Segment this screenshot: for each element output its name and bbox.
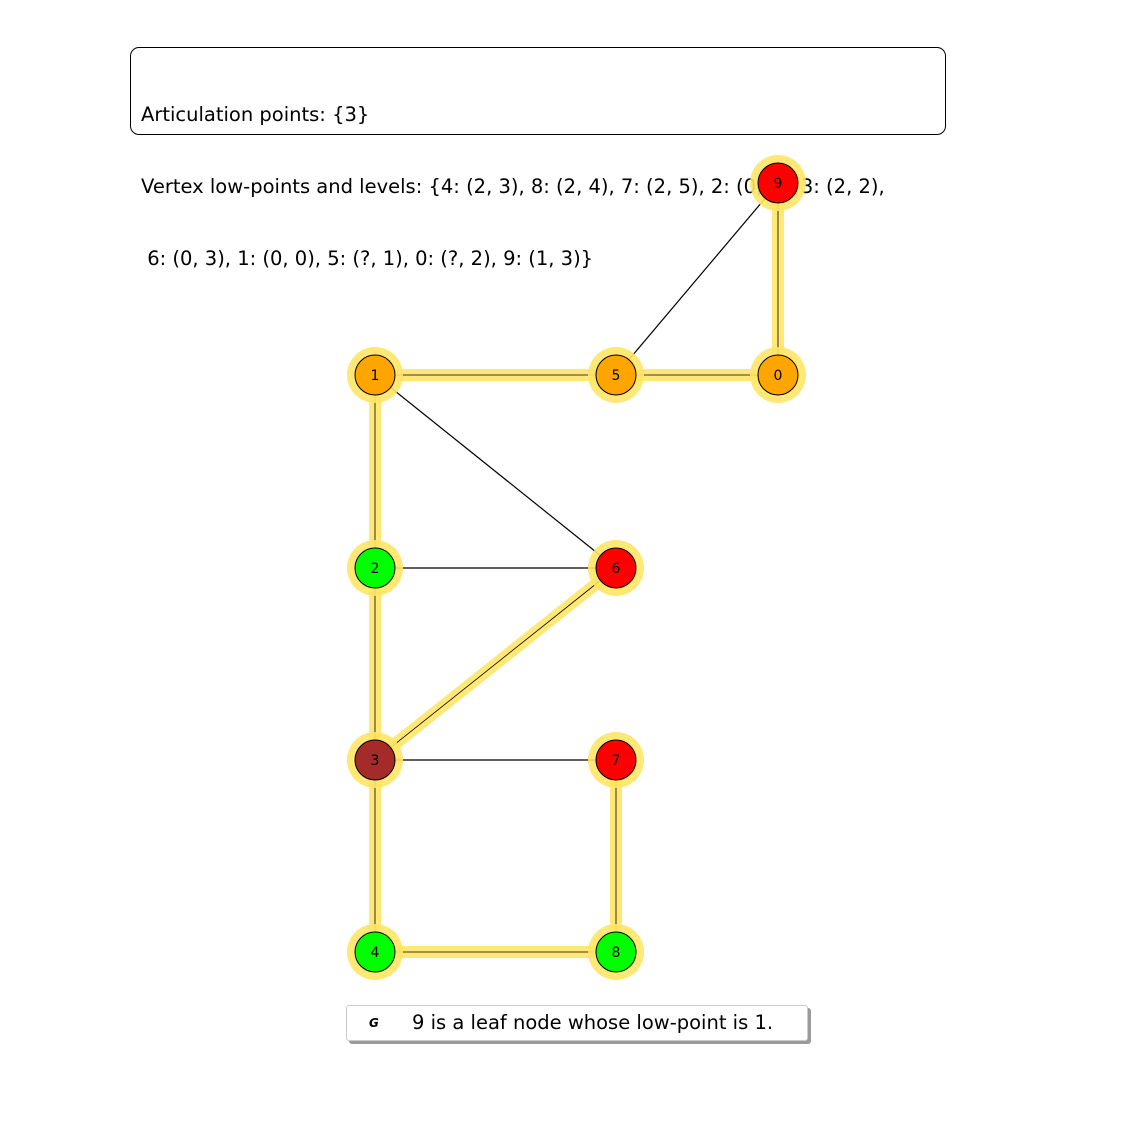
node-5: 5 xyxy=(588,347,644,403)
node-circle-1 xyxy=(354,354,396,396)
node-label-3: 3 xyxy=(371,753,380,769)
edges xyxy=(374,182,779,953)
node-circle-2 xyxy=(354,547,396,589)
node-label-2: 2 xyxy=(371,561,380,577)
node-circle-6 xyxy=(595,547,637,589)
node-4: 4 xyxy=(347,924,403,980)
node-label-5: 5 xyxy=(612,368,621,384)
edge-9-5 xyxy=(615,182,779,376)
legend-box: G 9 is a leaf node whose low-point is 1. xyxy=(346,1005,808,1041)
node-circle-4 xyxy=(354,931,396,973)
node-circle-0 xyxy=(757,354,799,396)
edge-1-6 xyxy=(374,374,617,569)
node-1: 1 xyxy=(347,347,403,403)
node-label-6: 6 xyxy=(612,561,621,577)
node-label-0: 0 xyxy=(774,368,783,384)
node-7: 7 xyxy=(588,732,644,788)
node-0: 0 xyxy=(750,347,806,403)
node-label-1: 1 xyxy=(371,368,380,384)
node-circle-7 xyxy=(595,739,637,781)
legend-text: 9 is a leaf node whose low-point is 1. xyxy=(412,1011,774,1034)
nodes: 0 1 2 3 4 5 6 7 8 9 xyxy=(347,155,806,980)
node-circle-8 xyxy=(595,931,637,973)
edge-3-6 xyxy=(374,567,617,761)
node-label-9: 9 xyxy=(774,176,783,192)
node-3: 3 xyxy=(347,732,403,788)
low-points-text-line1: Vertex low-points and levels: {4: (2, 3)… xyxy=(141,175,885,198)
node-label-8: 8 xyxy=(612,945,621,961)
node-circle-5 xyxy=(595,354,637,396)
node-6: 6 xyxy=(588,540,644,596)
node-label-4: 4 xyxy=(371,945,380,961)
articulation-points-text: Articulation points: {3} xyxy=(141,103,370,126)
node-8: 8 xyxy=(588,924,644,980)
node-2: 2 xyxy=(347,540,403,596)
legend-marker-icon: G xyxy=(369,1016,379,1030)
node-circle-3 xyxy=(354,739,396,781)
node-9: 9 xyxy=(750,155,806,211)
node-label-7: 7 xyxy=(612,753,621,769)
node-circle-9 xyxy=(757,162,799,204)
info-box: Articulation points: {3} Vertex low-poin… xyxy=(130,47,946,270)
low-points-text-line2: 6: (0, 3), 1: (0, 0), 5: (?, 1), 0: (?, … xyxy=(141,247,594,270)
